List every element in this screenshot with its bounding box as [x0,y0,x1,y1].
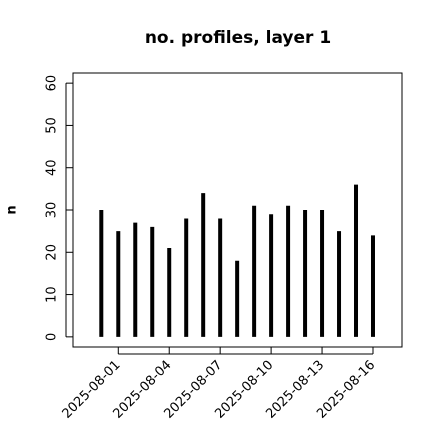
y-tick-label: 40 [45,159,60,176]
y-tick-label: 50 [45,117,60,134]
chart-title: no. profiles, layer 1 [145,28,331,48]
y-tick-label: 60 [45,75,60,92]
y-tick-label: 0 [45,333,60,341]
y-tick-label: 30 [45,202,60,219]
y-tick-label: 10 [45,286,60,303]
y-axis-label: n [5,205,20,214]
y-tick-label: 20 [45,244,60,261]
